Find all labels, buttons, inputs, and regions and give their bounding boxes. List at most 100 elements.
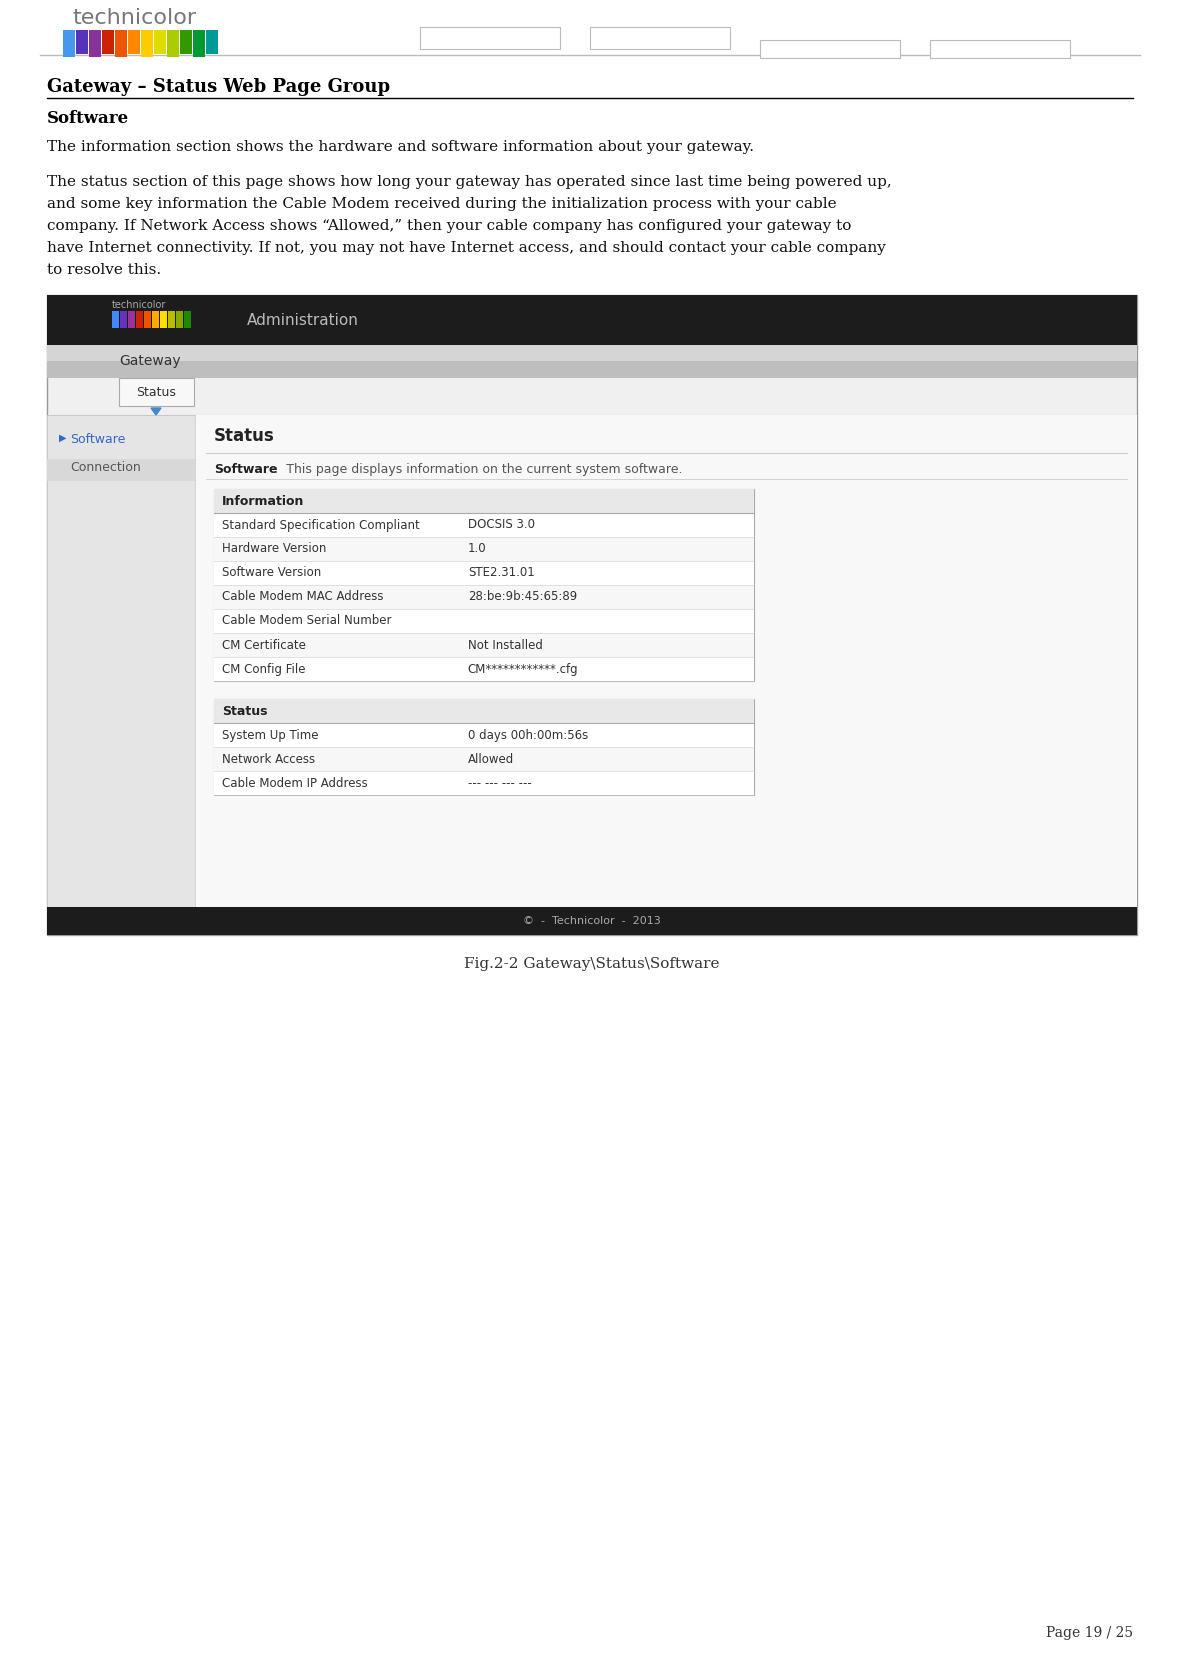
Bar <box>214 536 754 561</box>
Text: and some key information the Cable Modem received during the initialization proc: and some key information the Cable Modem… <box>47 197 837 212</box>
Text: company. If Network Access shows “Allowed,” then your cable company has configur: company. If Network Access shows “Allowe… <box>47 218 852 233</box>
Text: technicolor: technicolor <box>72 8 196 28</box>
Bar <box>112 323 119 328</box>
Text: Connection: Connection <box>70 461 140 475</box>
Bar <box>155 50 166 53</box>
Bar <box>76 30 88 50</box>
Bar <box>76 50 88 53</box>
Bar <box>47 345 1138 362</box>
Bar <box>127 323 135 328</box>
Bar <box>114 30 127 50</box>
Text: Gateway – Status Web Page Group: Gateway – Status Web Page Group <box>47 78 391 97</box>
Bar <box>144 323 151 328</box>
Bar <box>155 30 166 50</box>
Bar <box>181 50 192 53</box>
Bar <box>194 50 205 57</box>
Bar <box>214 561 754 585</box>
Text: Allowed: Allowed <box>467 753 514 765</box>
Text: The status section of this page shows how long your gateway has operated since l: The status section of this page shows ho… <box>47 175 892 188</box>
Bar <box>127 312 135 323</box>
Text: Status: Status <box>136 385 176 398</box>
Text: Gateway: Gateway <box>119 353 181 368</box>
Bar <box>214 610 754 633</box>
Bar <box>930 40 1070 58</box>
Bar <box>214 700 754 795</box>
Bar <box>214 771 754 795</box>
Text: Fig.2-2 Gateway\Status\Software: Fig.2-2 Gateway\Status\Software <box>464 956 720 971</box>
Bar <box>168 30 179 50</box>
Text: --- --- --- ---: --- --- --- --- <box>467 776 531 790</box>
Text: Software Version: Software Version <box>222 566 321 580</box>
Text: Software: Software <box>70 433 125 446</box>
Bar <box>136 323 143 328</box>
Bar <box>120 323 127 328</box>
Text: ©  -  Technicolor  -  2013: © - Technicolor - 2013 <box>523 916 661 926</box>
Bar <box>101 50 114 53</box>
Bar <box>47 362 1138 378</box>
Text: System Up Time: System Up Time <box>222 728 319 741</box>
Bar <box>47 295 1138 935</box>
Text: Status: Status <box>214 426 275 445</box>
Text: Administration: Administration <box>247 313 359 328</box>
Text: Cable Modem IP Address: Cable Modem IP Address <box>222 776 368 790</box>
Bar <box>160 312 168 323</box>
Bar <box>214 490 754 681</box>
Text: STE2.31.01: STE2.31.01 <box>467 566 535 580</box>
Bar <box>112 312 119 323</box>
Text: The information section shows the hardware and software information about your g: The information section shows the hardwa… <box>47 140 754 153</box>
Text: CM************.cfg: CM************.cfg <box>467 663 578 675</box>
Bar <box>88 50 101 57</box>
Text: Software: Software <box>47 110 129 127</box>
Bar <box>214 490 754 513</box>
Text: Status: Status <box>222 705 268 718</box>
Bar <box>590 27 730 48</box>
Bar <box>196 415 1138 906</box>
Bar <box>214 723 754 746</box>
Bar <box>168 323 175 328</box>
Text: have Internet connectivity. If not, you may not have Internet access, and should: have Internet connectivity. If not, you … <box>47 242 886 255</box>
Bar <box>206 30 218 50</box>
Bar <box>214 746 754 771</box>
Bar <box>101 30 114 50</box>
Bar <box>47 415 195 906</box>
Bar <box>176 323 183 328</box>
Text: 28:be:9b:45:65:89: 28:be:9b:45:65:89 <box>467 590 577 603</box>
Text: 1.0: 1.0 <box>467 543 486 555</box>
Text: DOCSIS 3.0: DOCSIS 3.0 <box>467 518 535 531</box>
Bar <box>194 30 205 50</box>
Text: CM Config File: CM Config File <box>222 663 306 675</box>
Text: 0 days 00h:00m:56s: 0 days 00h:00m:56s <box>467 728 588 741</box>
Text: :  This page displays information on the current system software.: : This page displays information on the … <box>270 463 682 476</box>
Text: Standard Specification Compliant: Standard Specification Compliant <box>222 518 420 531</box>
Bar <box>144 312 151 323</box>
Polygon shape <box>151 408 160 415</box>
Bar <box>214 633 754 656</box>
Text: Cable Modem Serial Number: Cable Modem Serial Number <box>222 615 392 628</box>
Text: CM Certificate: CM Certificate <box>222 638 306 651</box>
Text: ▶: ▶ <box>59 433 66 443</box>
Bar <box>136 312 143 323</box>
Bar <box>214 656 754 681</box>
Bar <box>152 312 159 323</box>
Text: Information: Information <box>222 495 304 508</box>
Bar <box>214 700 754 723</box>
Bar <box>47 906 1138 935</box>
Bar <box>47 295 1138 345</box>
Bar <box>119 378 194 407</box>
Text: Network Access: Network Access <box>222 753 315 765</box>
Bar <box>140 50 153 57</box>
Bar <box>206 50 218 53</box>
Text: Not Installed: Not Installed <box>467 638 543 651</box>
Bar <box>214 585 754 610</box>
Text: Hardware Version: Hardware Version <box>222 543 327 555</box>
Text: Cable Modem MAC Address: Cable Modem MAC Address <box>222 590 384 603</box>
Bar <box>214 513 754 536</box>
Bar <box>63 30 76 50</box>
Bar <box>160 323 168 328</box>
Bar <box>88 30 101 50</box>
Text: Software: Software <box>214 463 277 476</box>
Bar <box>63 50 76 57</box>
Bar <box>760 40 900 58</box>
Bar <box>140 30 153 50</box>
Bar <box>168 50 179 57</box>
